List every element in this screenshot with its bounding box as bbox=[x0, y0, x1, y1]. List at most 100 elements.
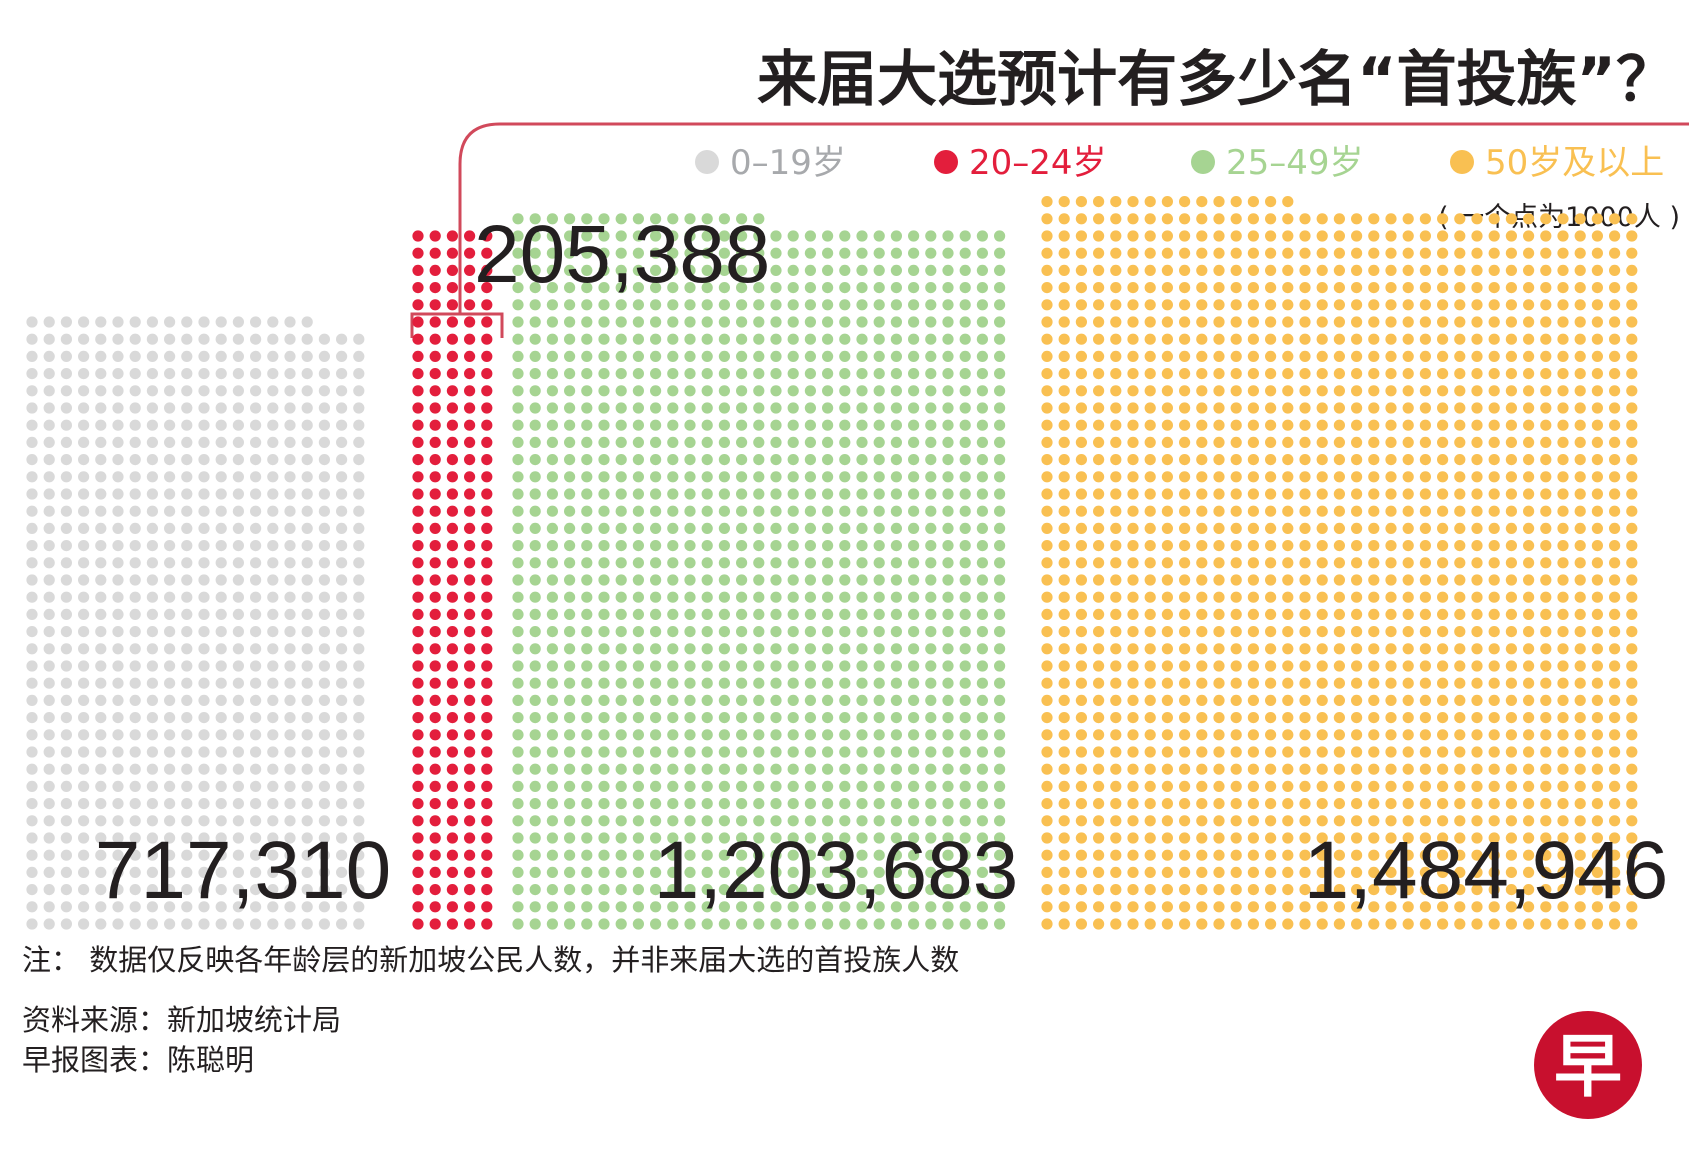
dot-green bbox=[976, 282, 989, 294]
dot-orange bbox=[1591, 213, 1603, 225]
dot-orange bbox=[1075, 729, 1087, 741]
dot-orange bbox=[1368, 849, 1380, 861]
dot-gray bbox=[284, 763, 296, 775]
dot-green bbox=[615, 385, 627, 397]
dot-green bbox=[546, 626, 559, 638]
dot-red bbox=[446, 918, 458, 930]
dot-red bbox=[481, 832, 493, 844]
dot-red bbox=[446, 660, 458, 672]
dot-gray bbox=[267, 333, 279, 345]
dot-gray bbox=[112, 918, 124, 930]
dot-orange bbox=[1523, 522, 1535, 535]
dot-green bbox=[787, 798, 799, 810]
dot-orange bbox=[1626, 471, 1638, 483]
dot-orange bbox=[1540, 763, 1552, 775]
dot-orange bbox=[1419, 866, 1431, 879]
dot-orange bbox=[1333, 832, 1345, 844]
dot-orange bbox=[1437, 488, 1449, 500]
dot-green bbox=[736, 626, 748, 638]
dot-green bbox=[615, 471, 627, 483]
dot-orange bbox=[1437, 213, 1449, 225]
dot-green bbox=[718, 729, 731, 741]
dot-gray bbox=[26, 419, 38, 431]
dot-green bbox=[632, 643, 645, 655]
dot-orange bbox=[1110, 608, 1122, 621]
dot-orange bbox=[1402, 522, 1414, 535]
dot-gray bbox=[301, 591, 313, 603]
dot-orange bbox=[1574, 402, 1586, 414]
dot-orange bbox=[1265, 213, 1277, 225]
dot-orange bbox=[1041, 626, 1053, 638]
dot-gray bbox=[43, 488, 55, 500]
dot-orange bbox=[1540, 591, 1552, 603]
dot-orange bbox=[1265, 196, 1277, 208]
dot-gray bbox=[232, 591, 244, 603]
dot-orange bbox=[1041, 780, 1053, 793]
dot-orange bbox=[1488, 264, 1500, 276]
dot-green bbox=[976, 677, 989, 689]
dot-orange bbox=[1574, 780, 1586, 793]
dot-orange bbox=[1093, 454, 1105, 466]
dot-gray bbox=[353, 368, 365, 380]
dot-orange bbox=[1110, 488, 1122, 500]
dot-green bbox=[839, 488, 851, 500]
dot-orange bbox=[1591, 866, 1603, 879]
dot-gray bbox=[129, 574, 141, 586]
dot-green bbox=[856, 660, 868, 672]
dot-green bbox=[873, 866, 885, 879]
dot-green bbox=[976, 574, 989, 586]
dot-orange bbox=[1041, 299, 1053, 311]
dot-gray bbox=[215, 901, 227, 913]
dot-green bbox=[856, 350, 868, 362]
dot-gray bbox=[284, 402, 296, 414]
dot-green bbox=[632, 746, 645, 758]
dot-green bbox=[512, 815, 524, 827]
dot-red bbox=[429, 402, 441, 414]
dot-green bbox=[684, 264, 696, 276]
dot-gray bbox=[181, 402, 193, 414]
dot-orange bbox=[1454, 643, 1466, 655]
dot-orange bbox=[1385, 901, 1397, 913]
dot-green bbox=[976, 660, 989, 672]
dot-green bbox=[787, 849, 799, 861]
dot-gray bbox=[112, 350, 124, 362]
dot-orange bbox=[1591, 540, 1603, 552]
dot-gray bbox=[284, 557, 296, 569]
dot-green bbox=[529, 626, 541, 638]
dot-green bbox=[942, 729, 954, 741]
dot-gray bbox=[198, 350, 210, 362]
dot-gray bbox=[43, 660, 55, 672]
dot-green bbox=[718, 247, 731, 259]
dot-orange bbox=[1179, 901, 1191, 913]
dot-green bbox=[804, 282, 817, 294]
dot-orange bbox=[1316, 780, 1328, 793]
dot-green bbox=[753, 402, 765, 414]
dot-orange bbox=[1265, 522, 1277, 535]
dot-green bbox=[856, 694, 868, 707]
dot-gray bbox=[215, 350, 227, 362]
dot-gray bbox=[60, 522, 72, 535]
dot-orange bbox=[1058, 849, 1070, 861]
dot-green bbox=[684, 488, 696, 500]
dot-gray bbox=[284, 746, 296, 758]
dot-gray bbox=[181, 436, 193, 448]
dot-orange bbox=[1282, 815, 1294, 827]
dot-orange bbox=[1247, 316, 1259, 328]
dot-orange bbox=[1282, 333, 1294, 345]
dot-green bbox=[804, 471, 817, 483]
dot-green bbox=[994, 540, 1006, 552]
dot-orange bbox=[1316, 884, 1328, 896]
dot-orange bbox=[1351, 333, 1363, 345]
dot-orange bbox=[1213, 282, 1225, 294]
dot-gray bbox=[318, 540, 330, 552]
dot-gray bbox=[95, 505, 107, 517]
dot-gray bbox=[250, 729, 262, 741]
dot-green bbox=[976, 901, 989, 913]
dot-orange bbox=[1454, 746, 1466, 758]
dot-orange bbox=[1213, 626, 1225, 638]
dot-orange bbox=[1110, 815, 1122, 827]
dot-red bbox=[446, 763, 458, 775]
dot-orange bbox=[1540, 299, 1552, 311]
dot-green bbox=[976, 385, 989, 397]
dot-gray bbox=[60, 385, 72, 397]
